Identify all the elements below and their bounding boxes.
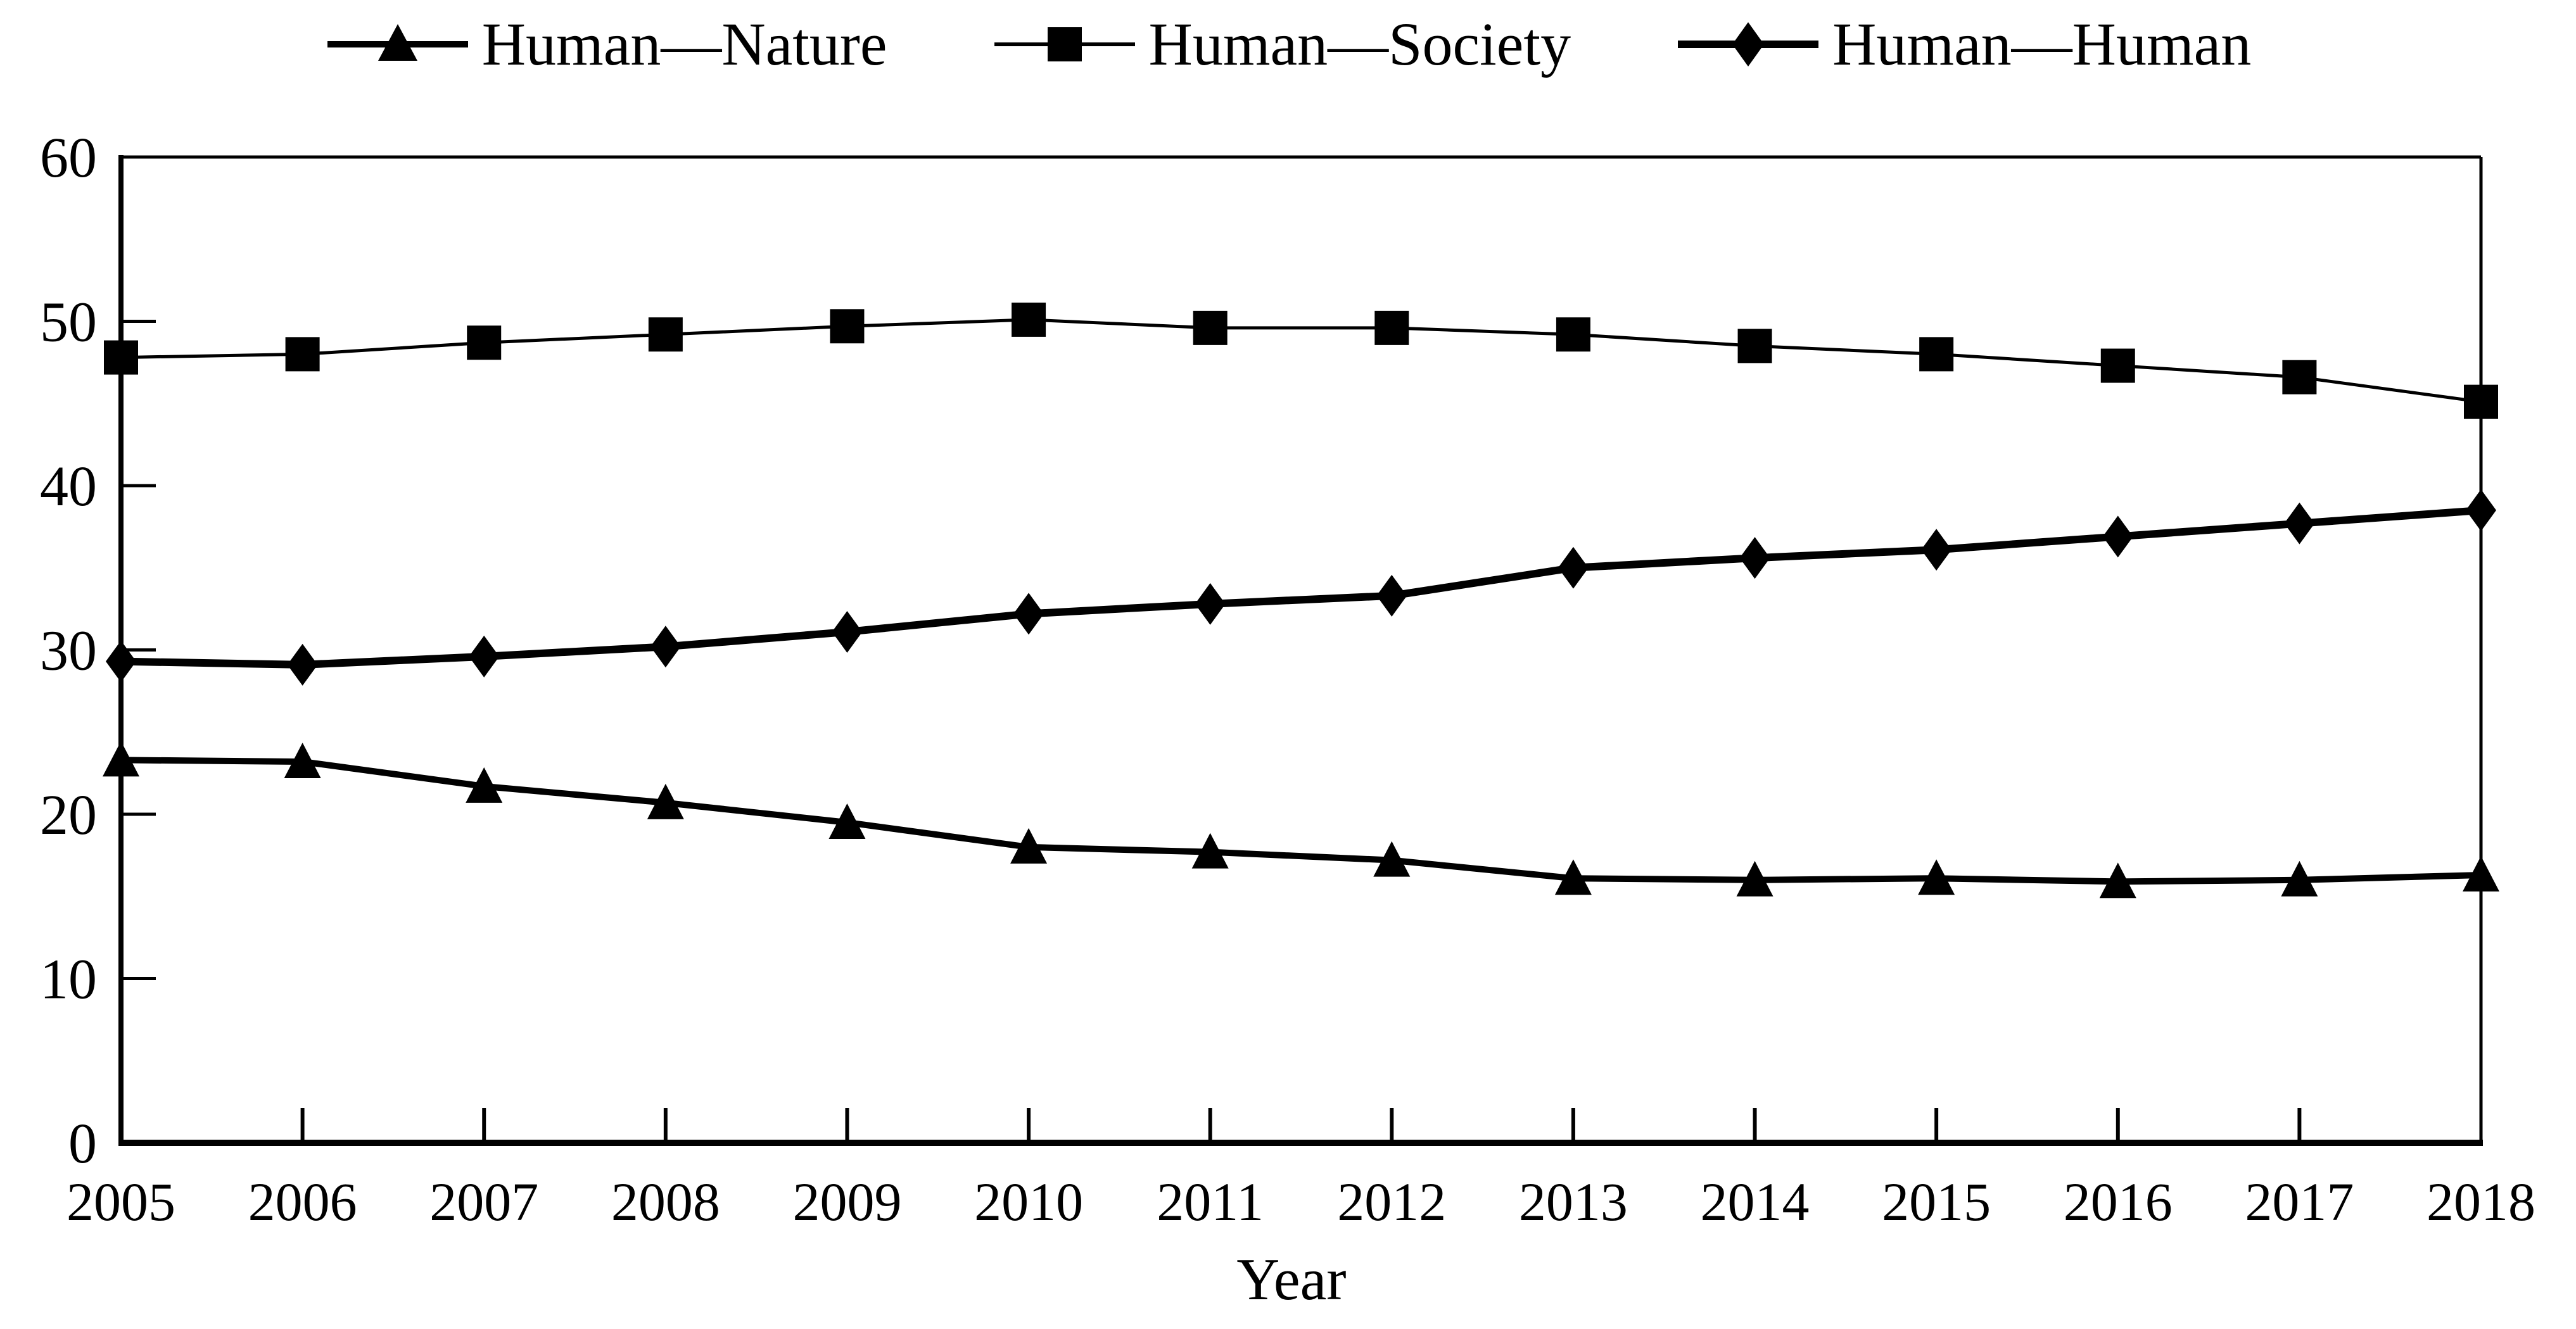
data-point-triangle [103,741,139,777]
data-point-triangle [284,742,321,778]
y-tick-label: 10 [40,948,97,1011]
data-point-diamond [1195,583,1226,625]
y-tick-label: 60 [40,127,97,189]
x-tick-label: 2012 [1337,1171,1446,1232]
data-point-triangle [1010,828,1048,864]
data-point-square [1193,310,1228,345]
x-tick-label: 2013 [1519,1171,1628,1232]
legend-item-human-society: Human—Society [992,5,1571,84]
x-tick-label: 2005 [67,1171,175,1232]
x-axis-title: Year [1236,1247,1346,1313]
data-point-triangle [2281,860,2318,897]
x-tick-label: 2018 [2427,1171,2535,1232]
data-point-square [285,337,320,372]
data-point-square [2464,384,2498,419]
data-point-square [1012,302,1046,337]
data-point-triangle [1918,859,1955,895]
y-tick-label: 50 [40,291,97,354]
square-marker-icon [994,27,1135,61]
data-point-diamond [2284,502,2315,545]
data-point-square [1374,310,1409,345]
data-point-triangle [2099,862,2136,898]
data-point-triangle [828,803,866,839]
series-line-diamond [120,506,2482,669]
data-point-square [1919,337,1954,372]
legend-item-human-nature: Human—Nature [325,5,887,84]
data-point-diamond [2466,489,2496,531]
data-point-diamond [469,635,500,677]
legend-item-human-human: Human—Human [1675,5,2251,84]
legend-label: Human—Nature [481,10,887,78]
data-point-diamond [1921,529,1952,571]
y-tick-label: 30 [40,620,97,683]
y-tick-label: 0 [68,1112,97,1175]
data-point-diamond [650,626,681,668]
data-point-square [2100,348,2135,383]
x-tick-label: 2015 [1882,1171,1991,1232]
diamond-marker-icon [1678,22,1819,66]
data-point-triangle [1373,841,1411,877]
data-point-diamond [1376,574,1407,617]
legend-label: Human—Human [1832,10,2252,78]
data-point-triangle [1554,859,1592,895]
x-tick-label: 2014 [1701,1171,1810,1232]
x-tick-label: 2006 [248,1171,357,1232]
y-tick-label: 20 [40,784,97,847]
triangle-marker-icon [327,24,468,61]
data-point-square [467,325,502,360]
data-point-square [2282,360,2317,394]
x-tick-label: 2009 [792,1171,901,1232]
data-point-square [648,317,683,352]
data-point-diamond [1558,546,1589,589]
x-tick-label: 2008 [611,1171,720,1232]
data-point-diamond [287,643,318,686]
data-point-triangle [1736,860,1773,897]
data-point-diamond [832,610,863,653]
data-point-diamond [1013,593,1044,635]
data-point-diamond [1739,537,1770,579]
y-tick-label: 40 [40,455,97,518]
data-point-triangle [647,783,684,819]
chart-legend: Human—Nature Human—Society Human—Human [0,5,2576,84]
legend-label: Human—Society [1148,10,1571,78]
data-point-square [1556,317,1590,352]
data-point-square [830,309,865,344]
series-line-square [120,318,2482,404]
x-tick-label: 2010 [974,1171,1083,1232]
x-tick-label: 2007 [429,1171,538,1232]
data-point-diamond [2102,515,2133,558]
data-point-triangle [1191,833,1229,869]
series-line-triangle [120,757,2482,885]
x-tick-label: 2016 [2064,1171,2173,1232]
data-point-triangle [466,767,503,803]
data-point-square [1737,329,1772,363]
x-tick-label: 2017 [2245,1171,2354,1232]
data-point-square [104,340,138,375]
x-tick-label: 2011 [1157,1171,1264,1232]
data-point-triangle [2463,856,2499,892]
data-point-diamond [106,640,136,683]
